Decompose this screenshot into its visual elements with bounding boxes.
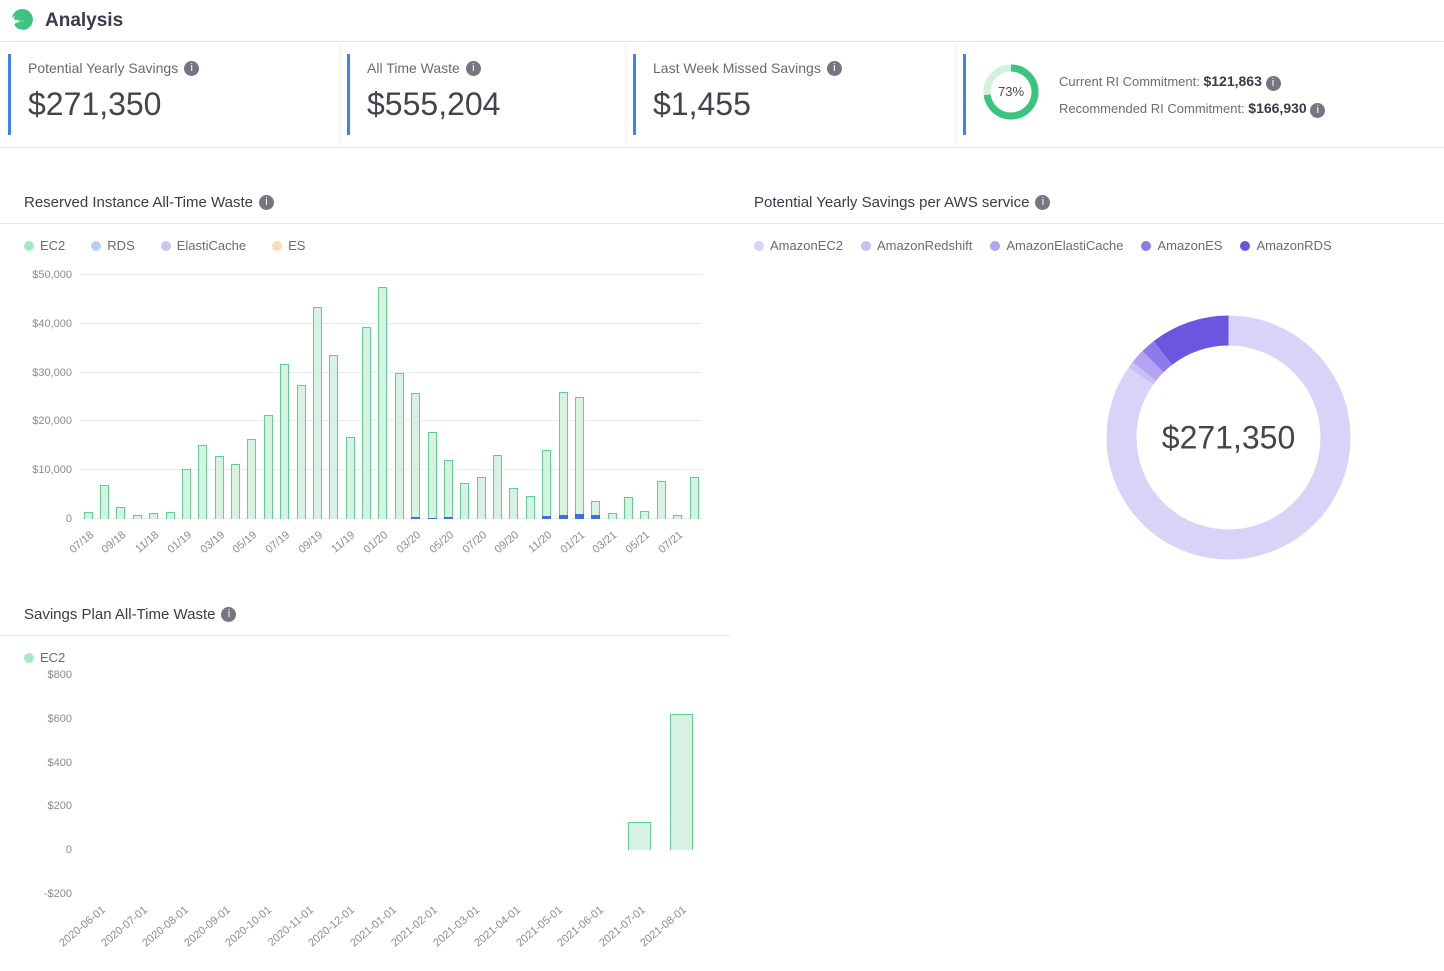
svg-text:73%: 73%: [998, 84, 1024, 99]
